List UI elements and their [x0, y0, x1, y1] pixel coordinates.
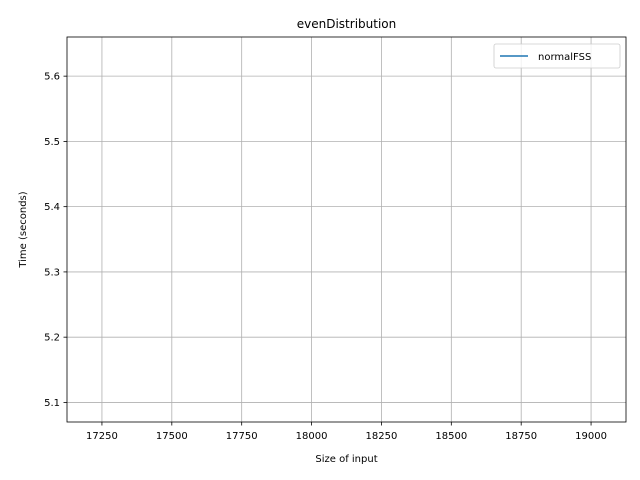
y-tick-label: 5.4 — [44, 202, 60, 213]
x-tick-label: 17750 — [226, 431, 258, 442]
y-tick-label: 5.2 — [44, 333, 60, 344]
legend-label: normalFSS — [538, 52, 591, 63]
y-axis: 5.1 5.2 5.3 5.4 5.5 5.6 — [44, 72, 67, 409]
grid — [67, 37, 626, 422]
x-tick-label: 18500 — [435, 431, 467, 442]
x-tick-label: 18250 — [366, 431, 398, 442]
y-tick-label: 5.6 — [44, 72, 60, 83]
x-axis-label: Size of input — [315, 454, 377, 465]
y-axis-label: Time (seconds) — [18, 191, 29, 268]
chart-title: evenDistribution — [297, 17, 396, 31]
x-tick-label: 19000 — [575, 431, 607, 442]
x-axis: 17250 17500 17750 18000 18250 18500 18750 19000 — [86, 422, 607, 442]
x-tick-label: 18000 — [296, 431, 328, 442]
y-tick-label: 5.3 — [44, 267, 60, 278]
plot-frame — [66, 36, 627, 423]
legend-box — [493, 43, 621, 69]
x-tick-label: 17500 — [156, 431, 188, 442]
y-tick-label: 5.1 — [44, 398, 60, 409]
x-tick-label: 18750 — [505, 431, 537, 442]
y-tick-label: 5.5 — [44, 137, 60, 148]
legend: normalFSS — [493, 43, 621, 69]
x-tick-label: 17250 — [86, 431, 118, 442]
